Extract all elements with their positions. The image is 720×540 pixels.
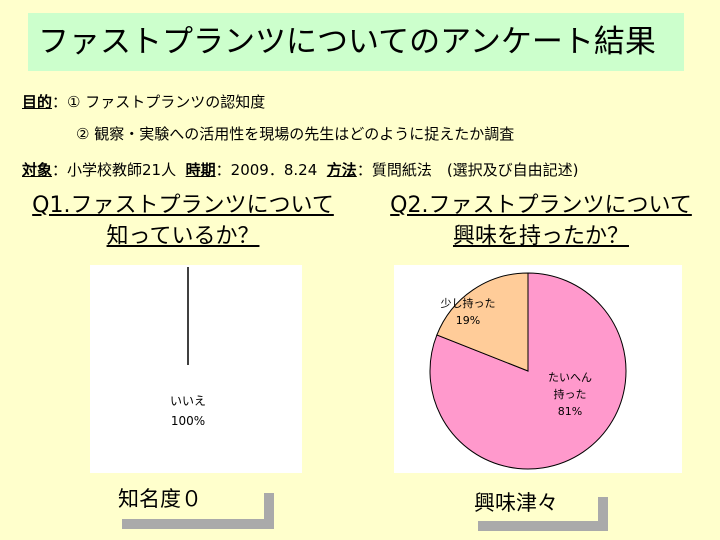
q2-line-2: 興味を持ったか？ bbox=[452, 224, 629, 249]
survey-meta: 対象：小学校教師21人 時期：2009．8.24 方法：質問紙法 (選択及び自由… bbox=[22, 159, 579, 180]
target-value: ：小学校教師21人 bbox=[52, 161, 177, 179]
method-value: ：質問紙法 (選択及び自由記述) bbox=[356, 161, 579, 179]
purpose-line-1: 目的：① ファストプランツの認知度 bbox=[22, 91, 265, 112]
q1-line-2: 知っているか？ bbox=[106, 224, 260, 249]
page-title: ファストプランツについてのアンケート結果 bbox=[28, 13, 684, 71]
q2-caption-box: 興味津々 bbox=[468, 487, 618, 533]
q1-pie-chart: いいえ 100% bbox=[170, 267, 206, 428]
pie-slice bbox=[436, 272, 529, 372]
period-label: 時期 bbox=[185, 161, 216, 179]
pie-slice-label: たいへん持った 81% bbox=[548, 371, 592, 418]
q1-line-1: Q1.ファストプランツについて bbox=[32, 193, 334, 218]
question-2: Q2.ファストプランツについて 興味を持ったか？ bbox=[366, 190, 716, 252]
q1-caption-box: 知名度０ bbox=[112, 483, 282, 531]
period-value: ：2009．8.24 bbox=[215, 161, 318, 179]
q1-caption: 知名度０ bbox=[112, 483, 264, 519]
purpose-item-1: ：① ファストプランツの認知度 bbox=[52, 93, 266, 111]
q2-pie-chart: たいへん持った 81% 少し持った 19% bbox=[429, 272, 627, 470]
q1-slice-label: いいえ bbox=[170, 394, 206, 408]
q2-line-1: Q2.ファストプランツについて bbox=[390, 193, 692, 218]
target-label: 対象 bbox=[22, 161, 53, 179]
q2-chart-area: たいへん持った 81% 少し持った 19% bbox=[394, 265, 682, 473]
method-label: 方法 bbox=[326, 161, 357, 179]
purpose-item-2: ② 観察・実験への活用性を現場の先生はどのように捉えたか調査 bbox=[76, 125, 515, 143]
pie-slice-label: 少し持った 19% bbox=[441, 296, 496, 327]
question-1: Q1.ファストプランツについて 知っているか？ bbox=[8, 190, 358, 252]
purpose-label: 目的 bbox=[22, 93, 53, 111]
q2-caption: 興味津々 bbox=[468, 487, 598, 521]
q1-chart-area: いいえ 100% bbox=[90, 265, 302, 473]
q1-slice-value: 100% bbox=[171, 414, 205, 428]
